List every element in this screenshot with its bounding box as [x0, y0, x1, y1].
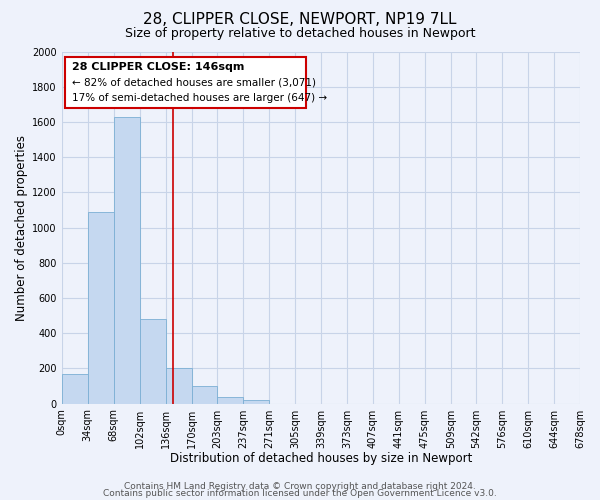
Text: Contains public sector information licensed under the Open Government Licence v3: Contains public sector information licen… — [103, 489, 497, 498]
Text: Contains HM Land Registry data © Crown copyright and database right 2024.: Contains HM Land Registry data © Crown c… — [124, 482, 476, 491]
Text: 28 CLIPPER CLOSE: 146sqm: 28 CLIPPER CLOSE: 146sqm — [71, 62, 244, 72]
Bar — [217, 396, 243, 404]
X-axis label: Distribution of detached houses by size in Newport: Distribution of detached houses by size … — [170, 452, 472, 465]
Bar — [243, 400, 269, 404]
Text: Size of property relative to detached houses in Newport: Size of property relative to detached ho… — [125, 26, 475, 40]
Bar — [166, 368, 191, 404]
Bar — [191, 386, 217, 404]
Text: 28, CLIPPER CLOSE, NEWPORT, NP19 7LL: 28, CLIPPER CLOSE, NEWPORT, NP19 7LL — [143, 12, 457, 28]
Bar — [140, 319, 166, 404]
Bar — [62, 374, 88, 404]
Text: ← 82% of detached houses are smaller (3,071): ← 82% of detached houses are smaller (3,… — [71, 78, 316, 88]
Bar — [88, 212, 113, 404]
Text: 17% of semi-detached houses are larger (647) →: 17% of semi-detached houses are larger (… — [71, 93, 327, 103]
Bar — [113, 116, 140, 404]
Y-axis label: Number of detached properties: Number of detached properties — [15, 134, 28, 320]
FancyBboxPatch shape — [65, 57, 307, 108]
